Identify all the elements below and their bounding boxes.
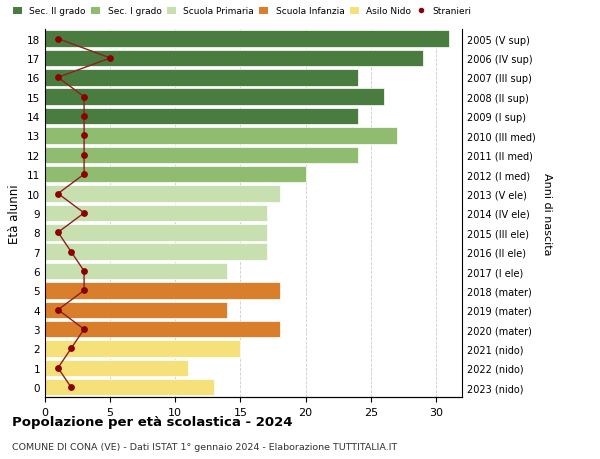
Bar bbox=[45, 341, 241, 357]
Point bbox=[66, 384, 76, 391]
Point bbox=[53, 229, 63, 236]
Bar bbox=[45, 70, 358, 86]
Point bbox=[79, 171, 89, 179]
Point bbox=[79, 326, 89, 333]
Bar bbox=[45, 379, 214, 396]
Bar bbox=[45, 167, 305, 183]
Point bbox=[66, 248, 76, 256]
Bar bbox=[45, 321, 280, 338]
Bar bbox=[45, 186, 280, 202]
Point bbox=[79, 268, 89, 275]
Point bbox=[53, 190, 63, 198]
Bar bbox=[45, 224, 266, 241]
Bar bbox=[45, 147, 358, 164]
Point bbox=[66, 345, 76, 353]
Bar bbox=[45, 128, 397, 144]
Point bbox=[79, 152, 89, 159]
Bar bbox=[45, 109, 358, 125]
Point bbox=[53, 74, 63, 82]
Bar bbox=[45, 50, 423, 67]
Bar bbox=[45, 205, 266, 222]
Y-axis label: Età alunni: Età alunni bbox=[8, 184, 22, 243]
Point bbox=[79, 94, 89, 101]
Text: COMUNE DI CONA (VE) - Dati ISTAT 1° gennaio 2024 - Elaborazione TUTTITALIA.IT: COMUNE DI CONA (VE) - Dati ISTAT 1° genn… bbox=[12, 442, 397, 451]
Bar bbox=[45, 283, 280, 299]
Y-axis label: Anni di nascita: Anni di nascita bbox=[542, 172, 552, 255]
Point bbox=[106, 55, 115, 62]
Point bbox=[79, 133, 89, 140]
Point bbox=[53, 307, 63, 314]
Bar bbox=[45, 360, 188, 376]
Legend: Sec. II grado, Sec. I grado, Scuola Primaria, Scuola Infanzia, Asilo Nido, Stran: Sec. II grado, Sec. I grado, Scuola Prim… bbox=[11, 5, 475, 19]
Point bbox=[79, 210, 89, 217]
Point bbox=[53, 364, 63, 372]
Point bbox=[53, 36, 63, 43]
Point bbox=[79, 113, 89, 120]
Bar bbox=[45, 263, 227, 280]
Point bbox=[79, 287, 89, 294]
Bar bbox=[45, 302, 227, 318]
Bar bbox=[45, 31, 449, 48]
Bar bbox=[45, 89, 384, 106]
Bar bbox=[45, 244, 266, 260]
Text: Popolazione per età scolastica - 2024: Popolazione per età scolastica - 2024 bbox=[12, 415, 293, 428]
